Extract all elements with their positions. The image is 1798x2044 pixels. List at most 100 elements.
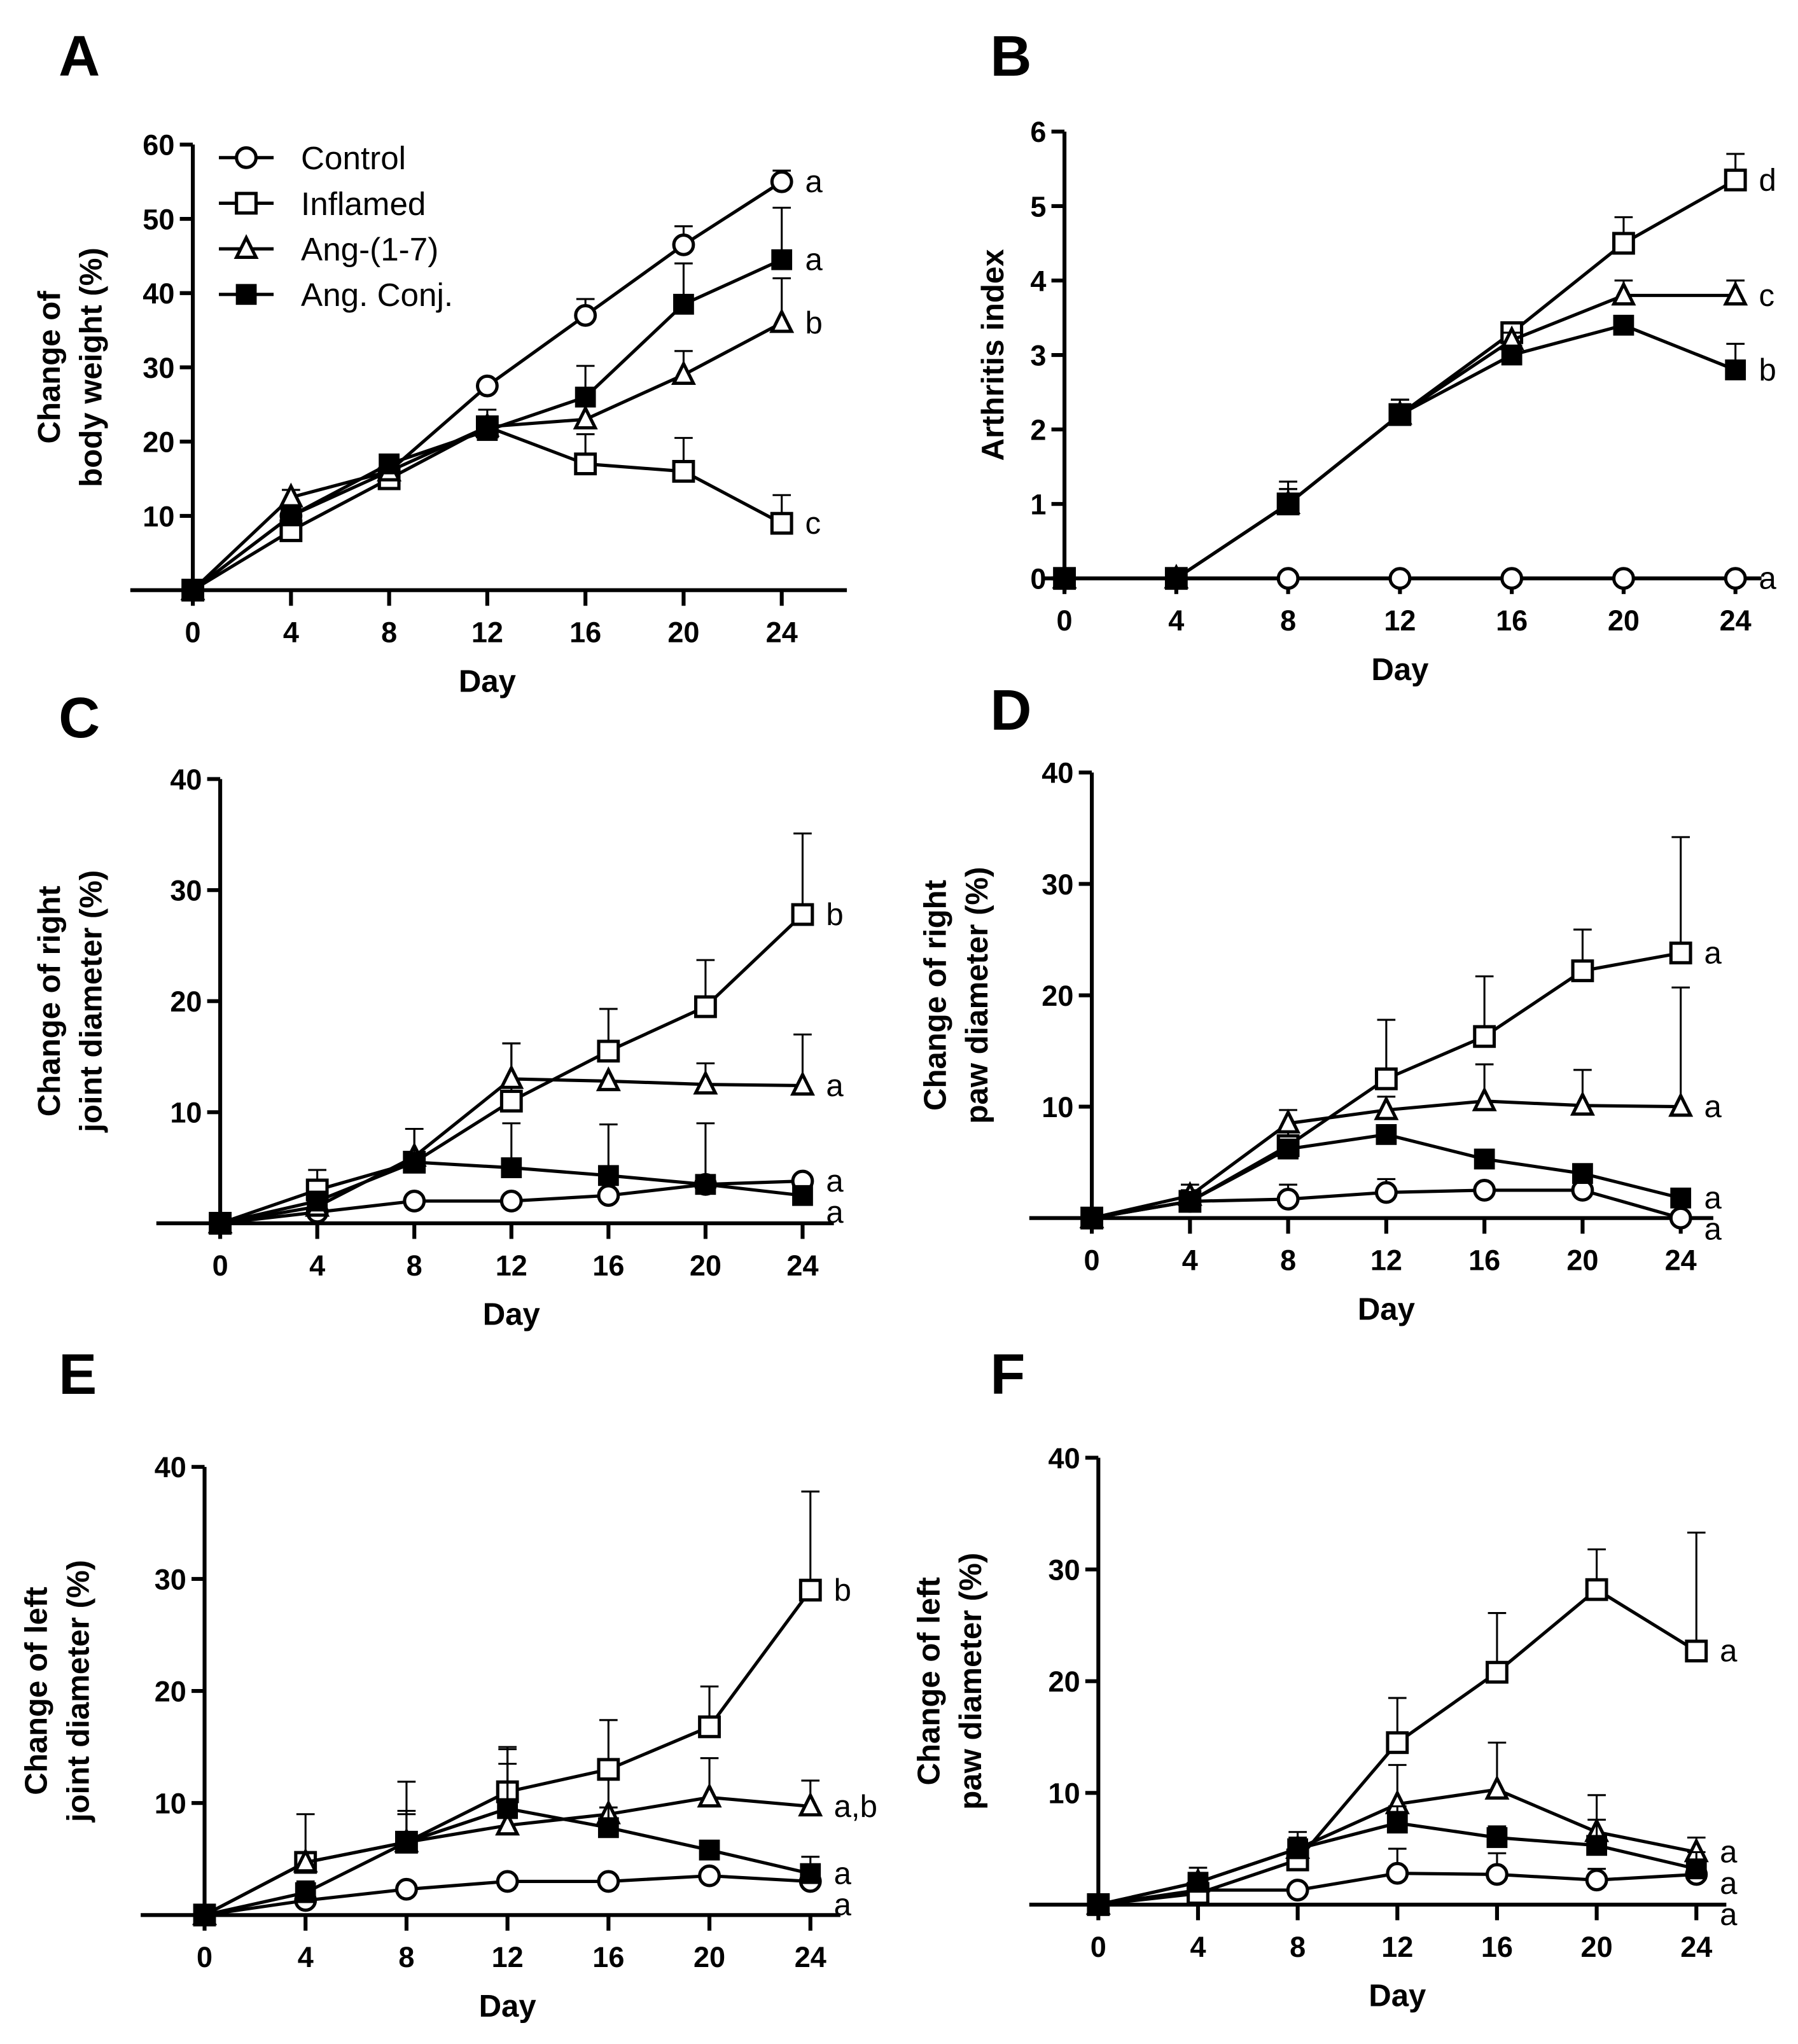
- x-tick-label: 4: [283, 616, 299, 649]
- significance-label: a: [1704, 1181, 1722, 1216]
- series-inflamed: d: [1053, 153, 1776, 590]
- panel-letter: B: [990, 24, 1031, 88]
- x-tick-label: 0: [1091, 1931, 1106, 1963]
- y-tick-label: 2: [1030, 414, 1046, 446]
- data-point: [1586, 1835, 1607, 1856]
- x-tick-label: 4: [309, 1249, 325, 1282]
- data-point: [699, 1839, 720, 1861]
- data-point: [672, 459, 695, 483]
- significance-label: a: [1720, 1898, 1738, 1932]
- series-ang-conj-: a: [209, 1122, 844, 1234]
- legend-marker: [235, 191, 258, 215]
- data-point: [396, 1832, 417, 1853]
- y-tick-label: 4: [1030, 265, 1046, 297]
- x-tick-label: 8: [398, 1941, 414, 1973]
- y-axis-label: Change of: [32, 291, 67, 444]
- data-point: [1187, 1872, 1209, 1893]
- significance-label: c: [805, 506, 821, 541]
- y-axis-label: joint diameter (%): [74, 870, 109, 1133]
- significance-label: a: [805, 243, 823, 277]
- data-point: [697, 1783, 722, 1808]
- data-point: [1054, 567, 1075, 589]
- legend-marker: [233, 233, 259, 260]
- data-point: [496, 1870, 519, 1893]
- data-point: [671, 360, 696, 386]
- x-tick-label: 16: [1468, 1244, 1500, 1277]
- data-point: [194, 1904, 215, 1926]
- data-point: [597, 1817, 619, 1839]
- significance-label: a,b: [834, 1790, 877, 1824]
- data-point: [307, 1190, 328, 1212]
- data-point: [1278, 493, 1299, 515]
- x-tick-label: 20: [690, 1249, 721, 1282]
- x-axis-label: Day: [479, 1989, 537, 2024]
- series-line: [1064, 293, 1736, 580]
- x-tick-label: 8: [407, 1249, 422, 1282]
- y-tick-label: 1: [1030, 489, 1046, 521]
- data-point: [477, 420, 498, 441]
- data-point: [1571, 959, 1594, 982]
- x-tick-label: 16: [1496, 604, 1528, 637]
- data-point: [673, 293, 694, 315]
- series-inflamed: b: [209, 832, 844, 1235]
- y-axis-label: Change of left: [912, 1577, 946, 1786]
- data-point: [771, 249, 793, 270]
- series-ang-1-7-: b: [180, 277, 823, 601]
- legend-entry: Inflamed: [301, 186, 426, 222]
- significance-label: b: [834, 1573, 851, 1608]
- x-tick-label: 24: [1680, 1931, 1712, 1963]
- x-tick-label: 16: [592, 1941, 624, 1973]
- data-point: [1166, 567, 1187, 589]
- significance-label: b: [1759, 353, 1776, 387]
- data-point: [499, 1089, 523, 1113]
- y-axis-label: joint diameter (%): [61, 1560, 95, 1823]
- data-point: [1486, 1827, 1508, 1848]
- data-point: [395, 1877, 418, 1901]
- significance-label: a: [805, 165, 823, 199]
- data-point: [1386, 1731, 1409, 1755]
- y-axis-label: Change of right: [32, 886, 67, 1116]
- y-tick-label: 50: [143, 203, 174, 235]
- x-tick-label: 8: [1280, 1244, 1296, 1277]
- y-tick-label: 40: [170, 763, 202, 796]
- data-point: [698, 1864, 721, 1888]
- data-point: [798, 1791, 823, 1817]
- data-point: [1500, 567, 1524, 590]
- data-point: [769, 308, 795, 333]
- data-point: [501, 1157, 522, 1178]
- data-point: [1685, 1639, 1708, 1663]
- data-point: [1612, 567, 1635, 590]
- x-tick-label: 16: [1481, 1931, 1513, 1963]
- data-point: [1179, 1191, 1201, 1212]
- x-axis-label: Day: [483, 1298, 541, 1332]
- data-point: [1486, 1660, 1509, 1684]
- data-point: [1685, 1858, 1707, 1880]
- y-axis-label: Arthritis index: [976, 249, 1010, 461]
- y-tick-label: 10: [1042, 1091, 1073, 1123]
- panel-F: F 10 20 30 40 0 4 8 12 16 20 24 Day Change of left paw…: [912, 1342, 1738, 2013]
- data-point: [597, 1870, 620, 1893]
- data-point: [1612, 232, 1635, 255]
- x-tick-label: 4: [1168, 604, 1184, 637]
- series-ang-conj-: a: [194, 1762, 852, 1926]
- data-point: [800, 1863, 821, 1884]
- x-tick-label: 4: [298, 1941, 314, 1973]
- y-tick-label: 20: [1049, 1665, 1080, 1698]
- significance-label: a: [826, 1164, 844, 1199]
- data-point: [1474, 1148, 1495, 1170]
- data-point: [798, 1578, 822, 1602]
- data-point: [770, 170, 793, 193]
- x-axis-label: Day: [1371, 653, 1429, 687]
- data-point: [1473, 1025, 1496, 1048]
- data-point: [1613, 314, 1634, 336]
- panel-C: C 10 20 30 40 0 4 8 12 16 20 24 Day Change of right jo…: [32, 686, 844, 1332]
- data-point: [293, 1847, 318, 1873]
- x-tick-label: 12: [1381, 1931, 1413, 1963]
- data-point: [791, 903, 814, 926]
- series-ang-1-7-: c: [1052, 279, 1774, 589]
- y-tick-label: 60: [143, 129, 174, 162]
- data-point: [672, 233, 695, 256]
- x-tick-label: 20: [1581, 1931, 1613, 1963]
- panel-letter: D: [990, 678, 1031, 742]
- data-point: [1388, 567, 1412, 590]
